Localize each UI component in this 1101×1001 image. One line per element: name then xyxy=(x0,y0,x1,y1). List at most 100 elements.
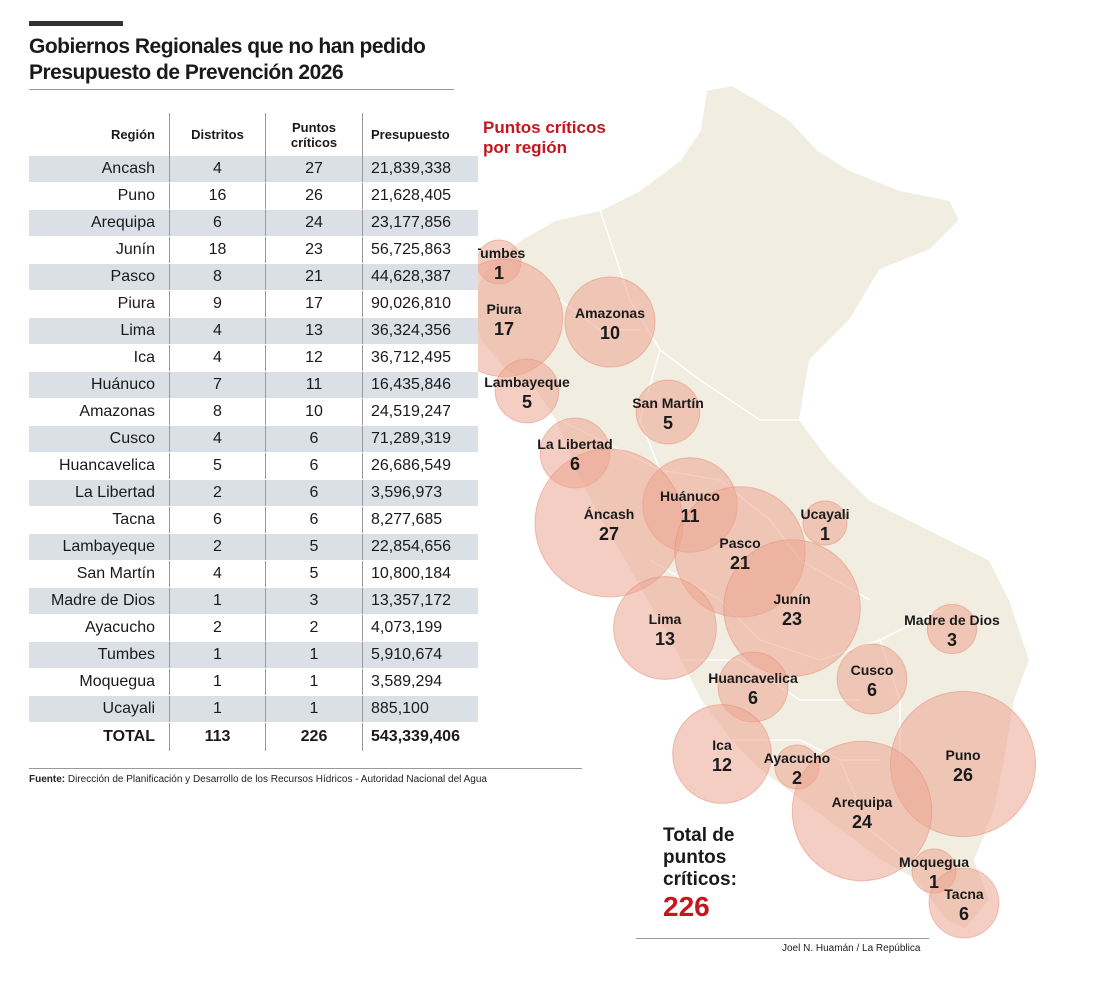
cell-budget: 4,073,199 xyxy=(362,614,478,642)
bubble-ica xyxy=(672,704,772,804)
top-accent-rule xyxy=(29,21,123,26)
bubble-value-ancash: 27 xyxy=(599,524,619,544)
cell-critical-points: 23 xyxy=(265,236,363,264)
cell-region: Ucayali xyxy=(29,695,170,723)
bubble-label-la-libertad: La Libertad xyxy=(537,436,612,452)
table-row: Ayacucho 2 2 4,073,199 xyxy=(29,614,478,642)
cell-region: Lima xyxy=(29,317,170,345)
table-row: Ica 4 12 36,712,495 xyxy=(29,344,478,372)
cell-region: Junín xyxy=(29,236,170,264)
cell-budget: 3,596,973 xyxy=(362,479,478,507)
bubble-value-moquegua: 1 xyxy=(929,872,939,892)
bubble-label-arequipa: Arequipa xyxy=(832,794,893,810)
bubble-label-tumbes: Tumbes xyxy=(473,245,526,261)
cell-region: Moquegua xyxy=(29,668,170,696)
cell-region: Amazonas xyxy=(29,398,170,426)
cell-districts: 5 xyxy=(169,452,266,480)
bubble-label-huancavelica: Huancavelica xyxy=(708,670,798,686)
cell-critical-points: 5 xyxy=(265,560,363,588)
cell-budget: 24,519,247 xyxy=(362,398,478,426)
cell-critical-points: 1 xyxy=(265,668,363,696)
table-row: Lambayeque 2 5 22,854,656 xyxy=(29,533,478,561)
cell-districts: 4 xyxy=(169,560,266,588)
cell-districts: 4 xyxy=(169,344,266,372)
bubble-value-ucayali: 1 xyxy=(820,524,830,544)
cell-critical-points: 6 xyxy=(265,425,363,453)
cell-critical-points: 21 xyxy=(265,263,363,291)
title-line-2: Presupuesto de Prevención 2026 xyxy=(29,61,344,84)
bubble-label-huanuco: Huánuco xyxy=(660,488,720,504)
table-row: Madre de Dios 1 3 13,357,172 xyxy=(29,587,478,615)
bubble-ucayali xyxy=(802,500,848,546)
cell-budget: 71,289,319 xyxy=(362,425,478,453)
cell-critical-points: 10 xyxy=(265,398,363,426)
cell-critical-points: 27 xyxy=(265,156,363,183)
bubble-value-la-libertad: 6 xyxy=(570,454,580,474)
total-caption: Total de puntos críticos: xyxy=(663,825,737,891)
cell-districts: 4 xyxy=(169,425,266,453)
bubble-value-lima: 13 xyxy=(655,629,675,649)
bubble-arequipa xyxy=(791,740,933,882)
cell-budget: 56,725,863 xyxy=(362,236,478,264)
cell-budget: 16,435,846 xyxy=(362,371,478,399)
source-note: Fuente: Dirección de Planificación y Des… xyxy=(29,774,487,785)
cell-districts: 1 xyxy=(169,587,266,615)
cell-critical-points: 6 xyxy=(265,479,363,507)
cell-critical-points: 1 xyxy=(265,641,363,669)
bubble-value-huancavelica: 6 xyxy=(748,688,758,708)
bubble-label-madre-de-dios: Madre de Dios xyxy=(904,612,1000,628)
cell-budget: 885,100 xyxy=(362,695,478,723)
title-line-1: Gobiernos Regionales que no han pedido xyxy=(29,35,426,58)
bubble-label-junin: Junín xyxy=(773,591,810,607)
table-row: Tumbes 1 1 5,910,674 xyxy=(29,641,478,669)
cell-budget: 21,839,338 xyxy=(362,156,478,183)
bubble-label-tacna: Tacna xyxy=(944,886,984,902)
bubble-madre-de-dios xyxy=(926,603,978,655)
page-title: Gobiernos Regionales que no han pedido P… xyxy=(29,34,469,86)
cell-region: Tumbes xyxy=(29,641,170,669)
cell-critical-points: 17 xyxy=(265,290,363,318)
total-caption-line-3: críticos: xyxy=(663,869,737,890)
bubble-label-ancash: Áncash xyxy=(584,506,635,522)
cell-region: La Libertad xyxy=(29,479,170,507)
cell-districts: 4 xyxy=(169,317,266,345)
cell-critical-points: 24 xyxy=(265,209,363,237)
cell-districts: 4 xyxy=(169,156,266,183)
bubble-value-pasco: 21 xyxy=(730,553,750,573)
cell-region: Lambayeque xyxy=(29,533,170,561)
bubble-ancash xyxy=(534,448,684,598)
table-header-row: Región Distritos Puntos críticos Presupue… xyxy=(29,113,478,156)
cell-districts: 18 xyxy=(169,236,266,264)
cell-critical-points: 26 xyxy=(265,182,363,210)
bubble-label-moquegua: Moquegua xyxy=(899,854,969,870)
table-row: Ucayali 1 1 885,100 xyxy=(29,695,478,723)
table-row: San Martín 4 5 10,800,184 xyxy=(29,560,478,588)
bubble-value-san-martin: 5 xyxy=(663,413,673,433)
bubble-lambayeque xyxy=(494,358,560,424)
cell-districts: 1 xyxy=(169,641,266,669)
cell-districts: 8 xyxy=(169,398,266,426)
cell-budget: 10,800,184 xyxy=(362,560,478,588)
title-divider xyxy=(29,89,454,90)
bubble-value-ayacucho: 2 xyxy=(792,768,802,788)
map-title-line-2: por región xyxy=(483,138,568,157)
bubble-label-piura: Piura xyxy=(486,301,521,317)
total-caption-line-1: Total de xyxy=(663,825,735,846)
bubble-label-pasco: Pasco xyxy=(719,535,760,551)
header-budget: Presupuesto xyxy=(362,113,478,156)
cell-region: Piura xyxy=(29,290,170,318)
cell-districts: 2 xyxy=(169,533,266,561)
bubble-label-lambayeque: Lambayeque xyxy=(484,374,570,390)
cell-districts: 6 xyxy=(169,506,266,534)
cell-critical-points: 1 xyxy=(265,695,363,723)
table-row: La Libertad 2 6 3,596,973 xyxy=(29,479,478,507)
cell-districts: 2 xyxy=(169,479,266,507)
cell-region: Huancavelica xyxy=(29,452,170,480)
cell-districts: 16 xyxy=(169,182,266,210)
bubble-label-ucayali: Ucayali xyxy=(800,506,849,522)
source-divider xyxy=(29,768,582,769)
table-row: Junín 18 23 56,725,863 xyxy=(29,236,478,264)
cell-critical-points: 5 xyxy=(265,533,363,561)
cell-region: Ayacucho xyxy=(29,614,170,642)
bubble-value-cusco: 6 xyxy=(867,680,877,700)
